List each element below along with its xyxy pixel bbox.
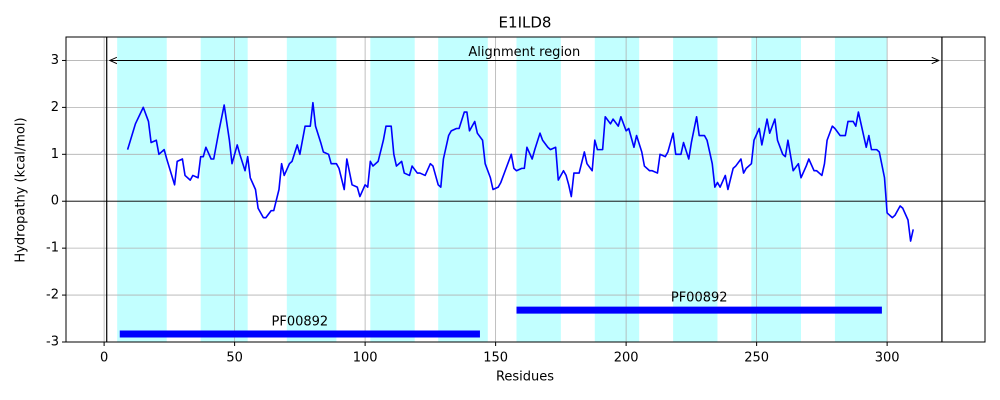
x-tick-label: 50 [226,351,243,366]
alignment-label: Alignment region [468,45,580,60]
hydropathy-line [126,101,915,242]
shaded-region [673,37,718,342]
shaded-region [370,37,415,342]
y-tick-label: 1 [51,147,59,162]
y-axis-label: Hydropathy (kcal/mol) [14,117,29,262]
x-tick-label: 150 [483,351,508,366]
x-tick-label: 0 [100,351,108,366]
domain-label: PF00892 [272,315,329,330]
y-tick-label: -3 [46,335,59,350]
x-tick-label: 300 [875,351,900,366]
shaded-region [834,37,888,342]
plot-background [66,37,985,343]
shaded-region [438,37,488,342]
x-tick-label: 250 [744,351,769,366]
y-tick-label: -2 [46,288,59,303]
y-tick-label: 0 [51,194,59,209]
shaded-region [200,37,248,342]
shaded-region [516,37,561,342]
x-axis-label: Residues [496,370,554,385]
y-tick-label: 2 [51,100,59,115]
domain-label: PF00892 [671,291,728,306]
x-tick-label: 200 [614,351,639,366]
shaded-region [117,37,167,342]
y-tick-label: -1 [46,241,59,256]
x-tick-label: 100 [353,351,378,366]
plot-frame [65,36,986,343]
chart-title: E1ILD8 [499,14,552,32]
shaded-region [286,37,337,342]
shaded-region [751,37,801,342]
y-tick-label: 3 [51,53,59,68]
shaded-region [594,37,640,342]
